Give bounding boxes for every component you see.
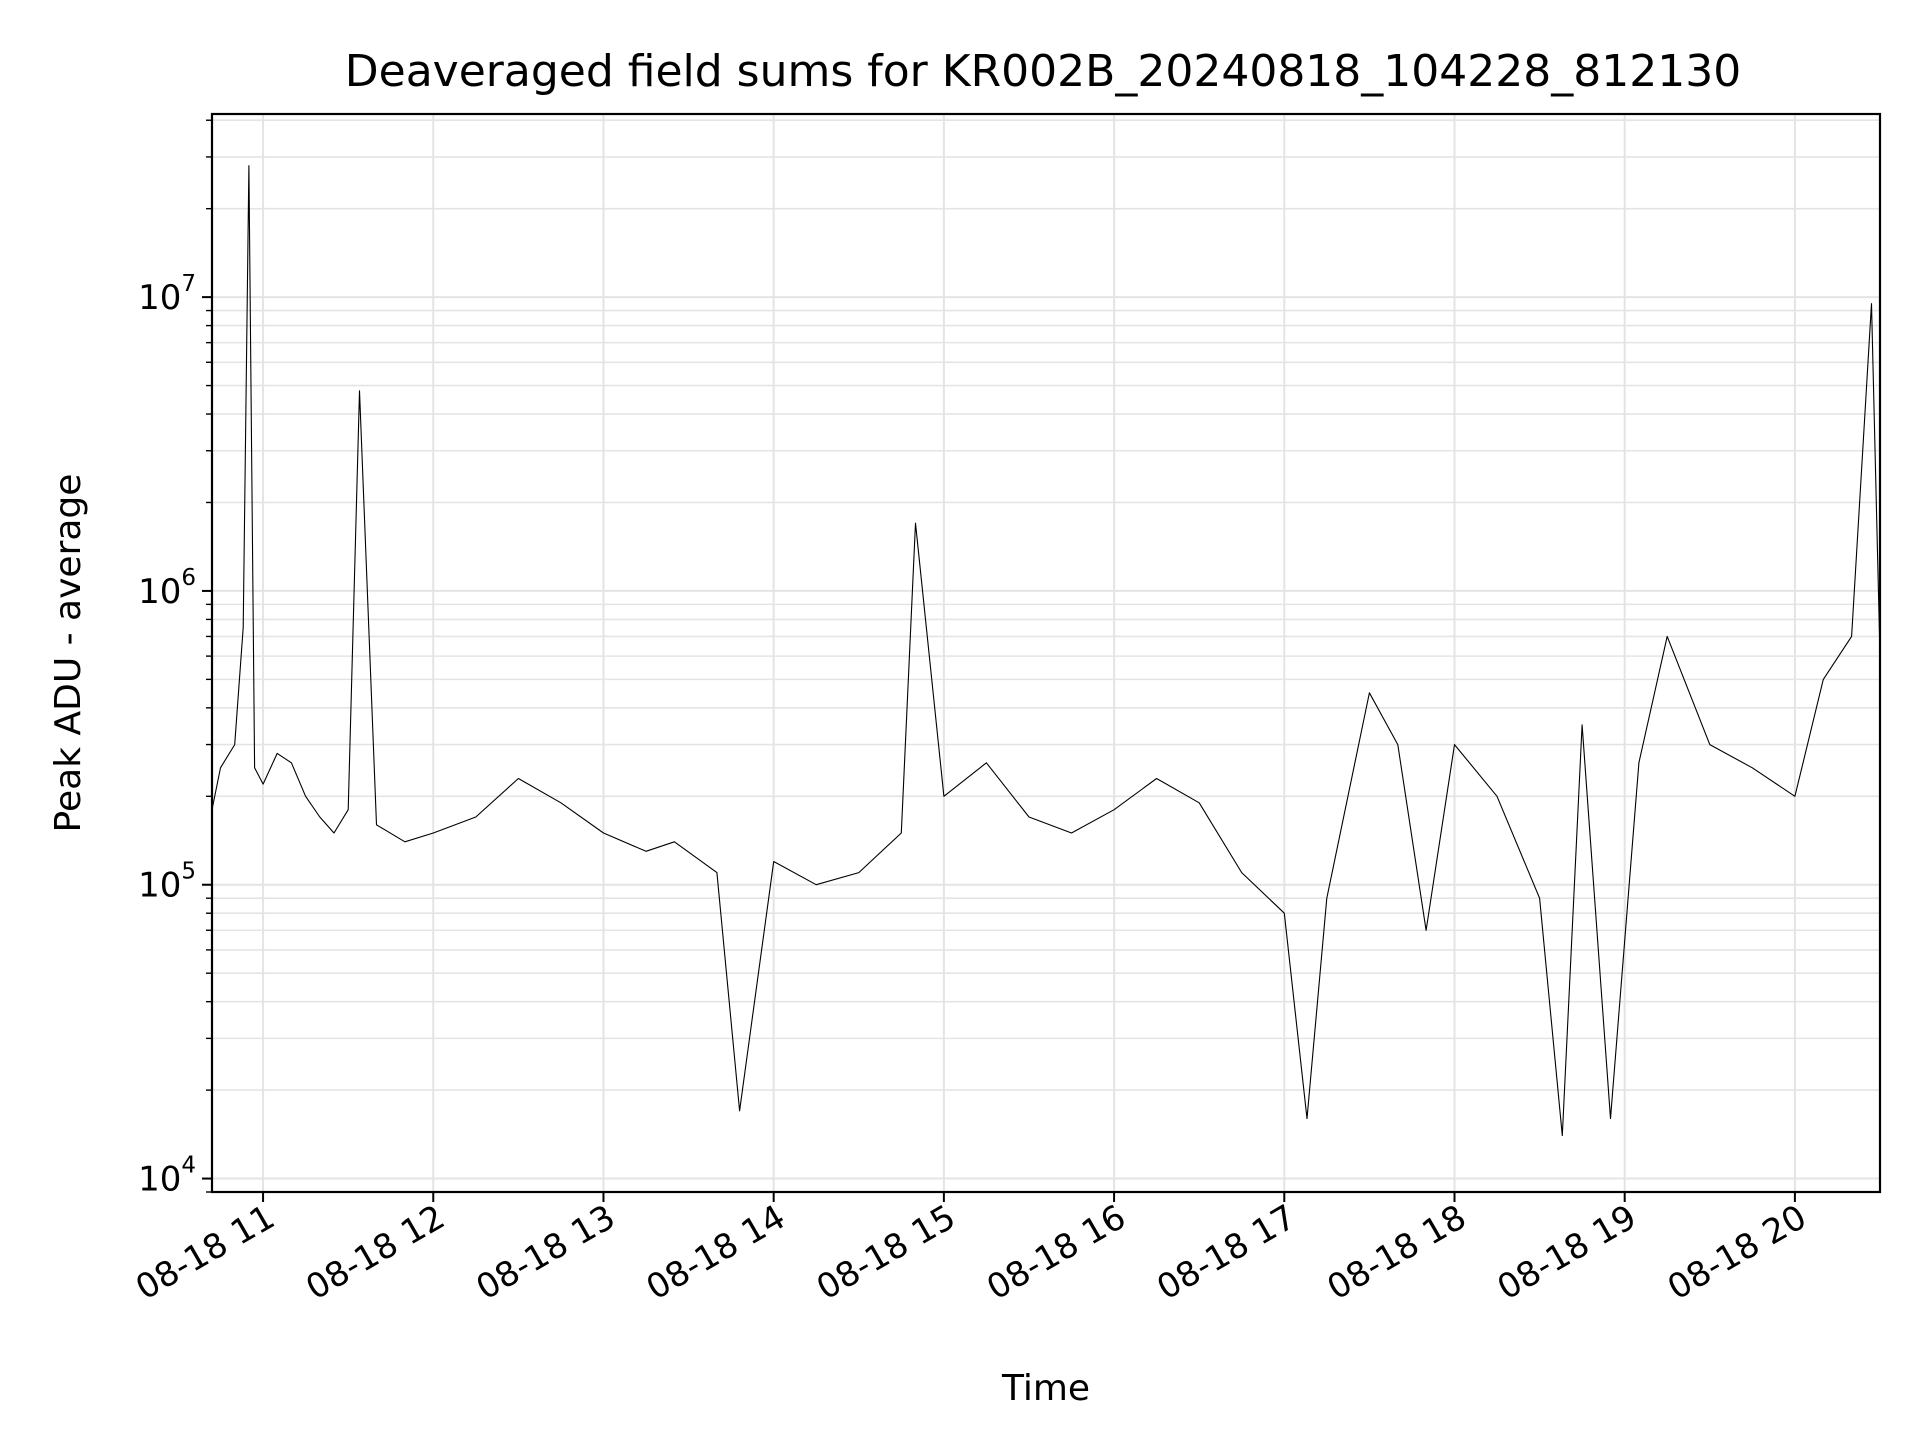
x-tick-label: 08-18 15 <box>810 1197 962 1308</box>
grid <box>212 114 1880 1193</box>
x-tick-label: 08-18 18 <box>1321 1197 1473 1308</box>
series-line <box>211 165 1881 1137</box>
y-tick-base: 10 <box>138 866 181 906</box>
y-tick-base: 10 <box>138 1160 181 1200</box>
x-tick-label: 08-18 14 <box>640 1197 792 1308</box>
y-tick-exponent: 7 <box>181 271 196 297</box>
y-tick-label: 104 <box>138 1153 196 1200</box>
x-tick-label: 08-18 17 <box>1150 1197 1302 1308</box>
y-tick-base: 10 <box>138 278 181 318</box>
y-tick-label: 105 <box>138 859 196 906</box>
x-tick-label: 08-18 11 <box>129 1197 281 1308</box>
y-tick-exponent: 6 <box>181 565 196 591</box>
x-tick-label: 08-18 19 <box>1491 1197 1643 1308</box>
x-axis: 08-18 11 08-18 12 08-18 13 08-18 14 08-18 15… <box>129 1192 1813 1308</box>
x-tick-label: 08-18 12 <box>299 1197 451 1308</box>
y-tick-exponent: 5 <box>181 859 196 885</box>
y-tick-exponent: 4 <box>181 1153 196 1179</box>
plot-area <box>211 165 1881 1137</box>
y-axis-label: Peak ADU - average <box>48 474 89 833</box>
x-tick-label: 08-18 20 <box>1661 1197 1813 1308</box>
x-tick-label: 08-18 16 <box>980 1197 1132 1308</box>
x-axis-label: Time <box>1001 1368 1090 1409</box>
axes-frame <box>210 112 1882 1194</box>
chart-title: Deaveraged field sums for KR002B_2024081… <box>345 46 1741 97</box>
x-tick-label: 08-18 13 <box>470 1197 622 1308</box>
y-tick-label: 106 <box>138 565 196 612</box>
y-tick-label: 107 <box>138 271 196 318</box>
y-tick-base: 10 <box>138 572 181 612</box>
